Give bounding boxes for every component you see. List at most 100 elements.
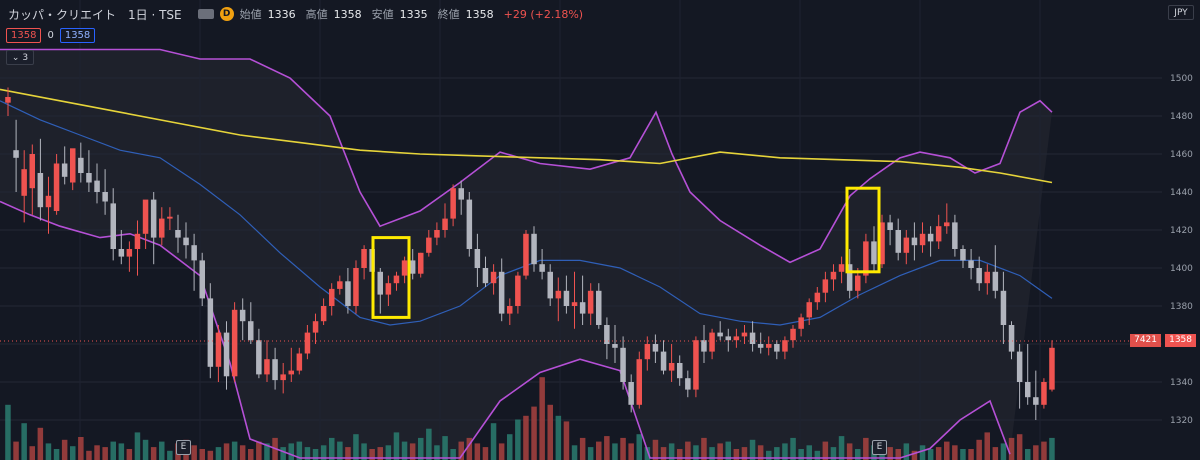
volume-bar	[21, 423, 27, 460]
candle-body	[199, 260, 205, 299]
candle-body	[1049, 347, 1055, 390]
volume-bar	[450, 449, 456, 460]
candle-body	[401, 260, 408, 276]
volume-bar	[604, 436, 610, 460]
earnings-marker[interactable]: E	[176, 440, 191, 455]
volume-bar	[296, 441, 303, 460]
volume-bar	[256, 441, 262, 460]
volume-bar	[29, 446, 35, 460]
volume-bar	[418, 437, 424, 460]
volume-bar	[935, 447, 942, 460]
candle-body	[911, 237, 918, 246]
volume-bar	[1008, 437, 1015, 460]
indicator-left-value[interactable]: 1358	[6, 28, 42, 43]
volume-bar	[53, 449, 60, 460]
candle-body	[442, 218, 448, 230]
candle-body	[256, 340, 262, 375]
volume-bar	[199, 449, 205, 460]
candle-body	[652, 344, 659, 352]
candle-body	[466, 199, 473, 249]
candle-body	[345, 281, 351, 306]
candle-body	[927, 233, 934, 242]
axis-background	[1162, 0, 1200, 460]
volume-bar	[5, 404, 11, 460]
volume-bar	[231, 441, 238, 460]
y-tick-label: 1460	[1170, 150, 1193, 160]
volume-bar	[944, 441, 950, 460]
volume-bar	[612, 443, 618, 460]
volume-bar	[482, 447, 489, 460]
candle-body	[353, 268, 359, 306]
volume-bar	[393, 432, 400, 460]
candle-body	[628, 382, 634, 405]
last-price-tag: 1358	[1165, 334, 1196, 347]
candle-body	[409, 260, 416, 274]
volume-bar	[822, 441, 829, 460]
indicator-right-value[interactable]: 1358	[59, 28, 96, 43]
candle-body	[1033, 397, 1039, 405]
candle-body	[579, 302, 586, 314]
volume-bar	[1033, 445, 1039, 460]
high-value: 1358	[333, 7, 362, 21]
volume-bar	[498, 443, 505, 460]
volume-bar	[757, 445, 764, 460]
collapse-indicators-button[interactable]: ⌄ 3	[6, 50, 34, 65]
y-tick-label: 1440	[1170, 188, 1193, 198]
volume-bar	[329, 437, 335, 460]
volume-bar	[474, 443, 481, 460]
candle-body	[1016, 351, 1023, 382]
candle-body	[960, 249, 966, 261]
interval-badge: D	[219, 7, 234, 21]
candle-body	[288, 370, 294, 375]
volume-bar	[353, 434, 359, 460]
candle-body	[264, 359, 270, 375]
low-value: 1335	[399, 7, 428, 21]
volume-bar	[337, 441, 343, 460]
candle-body	[547, 271, 553, 299]
candle-body	[272, 359, 278, 381]
volume-bar	[636, 434, 642, 460]
volume-bar	[571, 445, 578, 460]
currency-button[interactable]: JPY	[1168, 5, 1194, 20]
candle-body	[749, 332, 756, 344]
candle-body	[814, 292, 821, 303]
volume-bar	[806, 445, 812, 460]
volume-bar	[887, 447, 893, 460]
close-label: 終値	[437, 8, 460, 21]
candle-body	[474, 249, 481, 268]
volume-price-tag: 7421	[1130, 334, 1161, 347]
volume-bar	[288, 443, 294, 460]
candle-body	[45, 195, 52, 208]
candle-body	[239, 309, 246, 322]
symbol-title[interactable]: カッパ・クリエイト 1日 · TSE	[8, 7, 182, 22]
candle-body	[798, 317, 804, 329]
volume-bar	[523, 415, 529, 460]
candle-body	[426, 237, 432, 253]
volume-bar	[118, 443, 125, 460]
highlight-box	[371, 236, 411, 319]
volume-bar	[280, 447, 286, 460]
open-value: 1336	[267, 7, 296, 21]
candle-body	[418, 252, 424, 274]
grid-lines	[0, 0, 1162, 460]
volume-bar	[223, 443, 230, 460]
volume-bar	[94, 445, 100, 460]
candle-body	[668, 363, 675, 371]
volume-bar	[1016, 434, 1023, 460]
highlight-box	[845, 186, 881, 274]
candle-body	[571, 302, 578, 306]
volume-bar	[1025, 449, 1031, 460]
lower-band-line	[0, 200, 1011, 459]
candle-body	[555, 290, 562, 299]
candle-body	[944, 222, 950, 227]
candle-body	[766, 344, 772, 348]
volume-bar	[13, 441, 19, 460]
candle-body	[304, 332, 311, 354]
earnings-marker[interactable]: E	[872, 440, 887, 455]
middle-band-line	[0, 100, 1053, 326]
candle-body	[312, 321, 319, 333]
volume-bar	[312, 449, 319, 460]
upper-band-line	[0, 48, 1053, 264]
visibility-icon[interactable]	[197, 9, 214, 19]
